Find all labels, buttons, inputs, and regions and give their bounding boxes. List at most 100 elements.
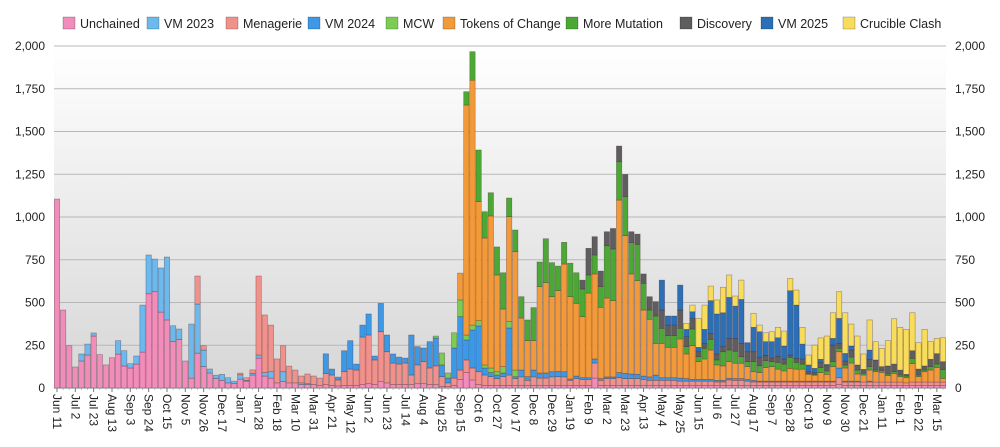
bar-segment-unchained [689, 385, 696, 389]
bar-segment-vm-2024 [561, 371, 568, 378]
week-bar-stack [463, 91, 470, 389]
bar-segment-discovery [634, 233, 641, 245]
bar-segment-more-mutation [848, 356, 855, 364]
bar-segment-menagerie [616, 377, 623, 386]
x-tick-label: Mar 2 [600, 394, 614, 425]
bar-segment-vm-2024 [671, 377, 678, 381]
week-bar-stack [506, 197, 513, 389]
bar-segment-more-mutation [463, 91, 470, 106]
week-bar-stack [683, 323, 690, 389]
bar-segment-menagerie [530, 376, 537, 386]
bar-segment-vm-2023 [261, 372, 268, 377]
bar-segment-more-mutation [610, 248, 617, 301]
week-bar-stack [170, 325, 177, 389]
bar-segment-vm-2024 [414, 346, 421, 366]
bar-segment-more-mutation [475, 149, 482, 202]
x-tick-label: Sep 7 [765, 394, 779, 426]
bar-segment-unchained [365, 383, 372, 389]
bar-segment-tokens-of-change [646, 318, 653, 378]
bar-segment-discovery [658, 309, 665, 329]
week-bar-stack [726, 274, 733, 389]
bar-segment-crucible-clash [719, 286, 726, 314]
bar-segment-vm-2024 [377, 303, 384, 333]
bar-segment-vm-2025 [848, 345, 855, 351]
week-bar-stack [793, 289, 800, 389]
x-tick-label: Aug 4 [417, 394, 431, 426]
bar-segment-unchained [408, 384, 415, 389]
bar-segment-more-mutation [518, 296, 525, 319]
bar-segment-unchained [383, 382, 390, 389]
bar-segment-vm-2024 [469, 329, 476, 369]
week-bar-stack [884, 340, 891, 389]
bar-segment-unchained [921, 385, 928, 389]
bar-segment-unchained [102, 364, 109, 389]
bar-segment-unchained [66, 345, 73, 389]
bar-segment-menagerie [573, 378, 580, 386]
bar-segment-crucible-clash [713, 299, 720, 315]
bar-segment-tokens-of-change [750, 371, 757, 381]
bar-segment-vm-2024 [732, 378, 739, 381]
bar-segment-menagerie [341, 371, 348, 386]
bar-segment-crucible-clash [933, 338, 940, 354]
bar-segment-vm-2025 [842, 353, 849, 362]
week-bar-stack [878, 348, 885, 389]
bar-segment-menagerie [237, 372, 244, 376]
bar-segment-tokens-of-change [781, 370, 788, 382]
bar-segment-vm-2023 [188, 323, 195, 379]
bar-segment-tokens-of-change [561, 263, 568, 373]
bar-segment-vm-2024 [341, 350, 348, 373]
bar-segment-crucible-clash [726, 274, 733, 298]
bar-segment-vm-2023 [237, 374, 244, 380]
bar-segment-unchained [713, 385, 720, 389]
bar-segment-discovery [726, 338, 733, 351]
bar-segment-vm-2024 [591, 358, 598, 364]
bar-segment-tokens-of-change [683, 353, 690, 379]
bar-segment-tokens-of-change [481, 237, 488, 366]
week-bar-stack [408, 334, 415, 389]
bar-segment-unchained [475, 384, 482, 389]
bar-segment-discovery [719, 346, 726, 353]
bar-segment-discovery [768, 357, 775, 362]
bar-segment-unchained [170, 341, 177, 389]
bar-segment-vm-2023 [243, 380, 250, 382]
x-tick-label: Oct 19 [802, 394, 816, 430]
bar-segment-vm-2023 [176, 328, 183, 340]
bar-segment-discovery [878, 366, 885, 372]
week-bar-stack [585, 247, 592, 389]
week-bar-stack [402, 357, 409, 389]
bar-segment-more-mutation [573, 272, 580, 304]
bar-segment-tokens-of-change [555, 290, 562, 372]
bar-segment-vm-2024 [451, 347, 458, 379]
bar-segment-unchained [726, 385, 733, 389]
bar-segment-unchained [255, 357, 262, 389]
bar-segment-crucible-clash [774, 326, 781, 339]
bar-segment-unchained [677, 385, 684, 389]
bar-segment-vm-2023 [255, 354, 262, 359]
bar-segment-unchained [335, 385, 342, 389]
bar-segment-vm-2024 [328, 368, 335, 376]
y-tick-label-right: 1,500 [955, 125, 985, 139]
bar-segment-more-mutation [481, 211, 488, 239]
week-bar-stack [451, 332, 458, 389]
week-bar-stack [353, 363, 360, 389]
week-bar-stack [787, 278, 794, 389]
bar-segment-vm-2025 [677, 284, 684, 311]
y-tick-label-left: 250 [25, 338, 45, 352]
bar-segment-tokens-of-change [493, 274, 500, 373]
bar-segment-tokens-of-change [689, 345, 696, 380]
legend-swatch [225, 16, 239, 30]
bar-segment-vm-2025 [732, 305, 739, 339]
bar-segment-crucible-clash [793, 289, 800, 306]
bar-segment-discovery [897, 369, 904, 376]
bar-segment-discovery [738, 343, 745, 358]
week-bar-stack [341, 350, 348, 389]
week-bar-stack [817, 337, 824, 389]
legend-item: More Mutation [565, 16, 663, 31]
x-tick-label: Aug 13 [105, 394, 119, 432]
bar-segment-discovery [915, 368, 922, 376]
week-bar-stack [176, 328, 183, 389]
bar-segment-vm-2023 [139, 304, 146, 353]
bar-segment-unchained [188, 377, 195, 389]
bar-segment-unchained [628, 385, 635, 389]
bar-segment-tokens-of-change [713, 364, 720, 381]
